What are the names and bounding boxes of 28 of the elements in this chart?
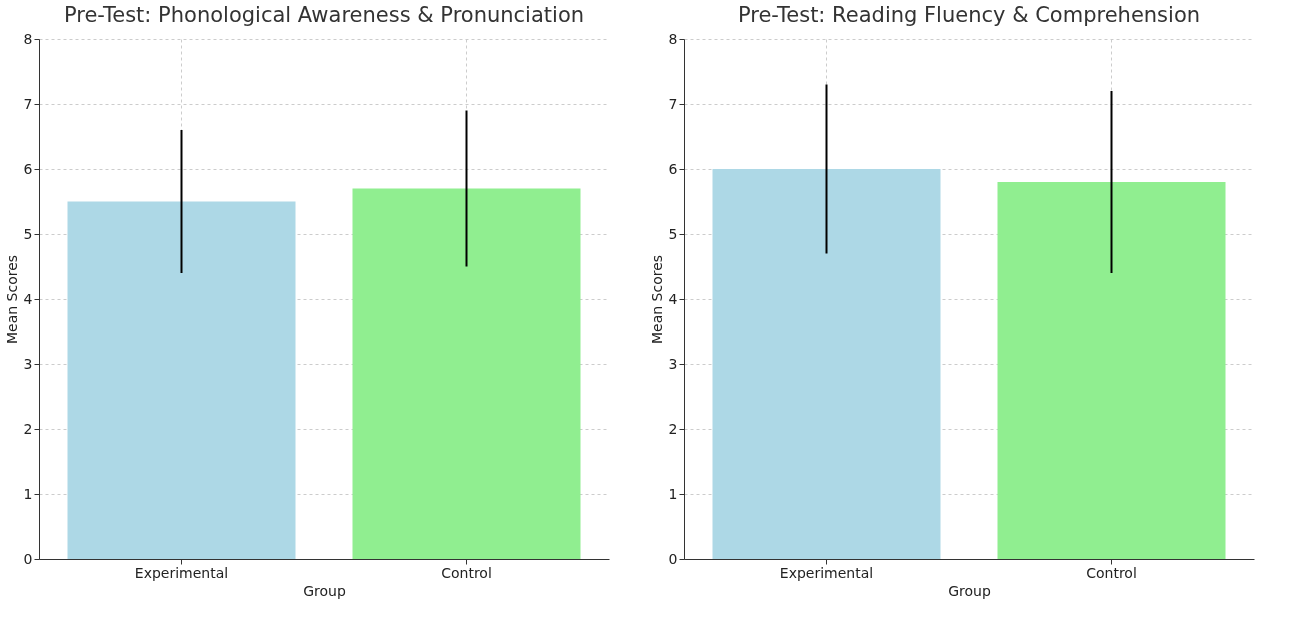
y-tick-label: 0 [23, 550, 33, 567]
y-tick-label: 7 [23, 95, 33, 112]
y-tick-label: 0 [668, 550, 678, 567]
y-tick-label: 3 [668, 355, 678, 372]
y-tick-label: 1 [668, 485, 678, 502]
x-tick-label: Control [441, 564, 492, 581]
y-tick-label: 5 [668, 225, 678, 242]
y-tick-label: 6 [23, 160, 33, 177]
x-axis-title: Group [303, 582, 346, 599]
x-axis-title: Group [948, 582, 991, 599]
y-tick-label: 1 [23, 485, 33, 502]
chart-title: Pre-Test: Phonological Awareness & Pronunciation [63, 3, 585, 27]
y-tick-label: 2 [23, 420, 33, 437]
y-tick-label: 4 [668, 290, 678, 307]
y-axis-title: Mean Scores [648, 254, 665, 345]
y-tick-label: 5 [23, 225, 33, 242]
y-tick-label: 8 [668, 30, 678, 47]
y-tick-label: 8 [23, 30, 33, 47]
y-tick-label: 3 [23, 355, 33, 372]
y-tick-label: 2 [668, 420, 678, 437]
y-tick-label: 7 [668, 95, 678, 112]
y-tick-label: 4 [23, 290, 33, 307]
y-tick-label: 6 [668, 160, 678, 177]
y-axis-title: Mean Scores [3, 254, 20, 345]
chart-title: Pre-Test: Reading Fluency & Comprehension [737, 3, 1201, 27]
x-tick-label: Experimental [779, 564, 874, 581]
x-tick-label: Control [1086, 564, 1137, 581]
x-tick-label: Experimental [134, 564, 229, 581]
